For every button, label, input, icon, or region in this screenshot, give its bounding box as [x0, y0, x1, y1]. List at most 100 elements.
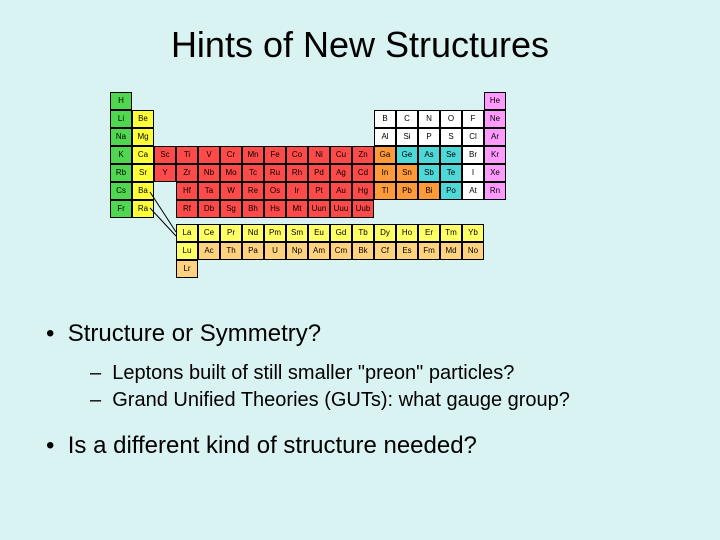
element-cell: Be	[132, 110, 154, 128]
element-cell: F	[462, 110, 484, 128]
element-cell: Ti	[176, 146, 198, 164]
element-cell: Ne	[484, 110, 506, 128]
element-cell: La	[176, 224, 198, 242]
element-cell: Ca	[132, 146, 154, 164]
element-cell: In	[374, 164, 396, 182]
element-cell: Rb	[110, 164, 132, 182]
element-cell: Ba	[132, 182, 154, 200]
element-cell: Ag	[330, 164, 352, 182]
element-cell: Es	[396, 242, 418, 260]
element-cell: Db	[198, 200, 220, 218]
element-cell: Ni	[308, 146, 330, 164]
element-cell: Br	[462, 146, 484, 164]
element-cell: Sr	[132, 164, 154, 182]
element-cell: Eu	[308, 224, 330, 242]
element-cell: Tl	[374, 182, 396, 200]
element-cell: Te	[440, 164, 462, 182]
element-cell: Zn	[352, 146, 374, 164]
element-cell: Rn	[484, 182, 506, 200]
element-cell: Sb	[418, 164, 440, 182]
element-cell: Sn	[396, 164, 418, 182]
element-cell: S	[440, 128, 462, 146]
element-cell: Uun	[308, 200, 330, 218]
element-cell: Kr	[484, 146, 506, 164]
element-cell: Mg	[132, 128, 154, 146]
element-cell: Au	[330, 182, 352, 200]
periodic-table: HHeLiBeBCNOFNeNaMgAlSiPSClArKCaScTiVCrMn…	[110, 92, 530, 278]
element-cell: Ta	[198, 182, 220, 200]
element-cell: B	[374, 110, 396, 128]
element-cell: Sc	[154, 146, 176, 164]
element-cell: Cf	[374, 242, 396, 260]
element-cell: Uuu	[330, 200, 352, 218]
element-cell: I	[462, 164, 484, 182]
element-cell: Rf	[176, 200, 198, 218]
element-cell: Ga	[374, 146, 396, 164]
element-cell: Pd	[308, 164, 330, 182]
bullet-2: • Is a different kind of structure neede…	[46, 432, 720, 460]
element-cell: K	[110, 146, 132, 164]
element-cell: Pb	[396, 182, 418, 200]
element-cell: Li	[110, 110, 132, 128]
element-cell: Tm	[440, 224, 462, 242]
element-cell: Pt	[308, 182, 330, 200]
element-cell: Yb	[462, 224, 484, 242]
element-cell: Uub	[352, 200, 374, 218]
element-cell: O	[440, 110, 462, 128]
element-cell: Dy	[374, 224, 396, 242]
element-cell: Ir	[286, 182, 308, 200]
element-cell: V	[198, 146, 220, 164]
bullet-list: • Structure or Symmetry? – Leptons built…	[46, 320, 720, 460]
element-cell: Xe	[484, 164, 506, 182]
element-cell: Np	[286, 242, 308, 260]
element-cell: Ce	[198, 224, 220, 242]
sub-bullet-2: – Grand Unified Theories (GUTs): what ga…	[90, 389, 720, 412]
element-cell: Si	[396, 128, 418, 146]
element-cell: N	[418, 110, 440, 128]
element-cell: Bi	[418, 182, 440, 200]
element-cell: Ho	[396, 224, 418, 242]
element-cell: Ar	[484, 128, 506, 146]
element-cell: Hs	[264, 200, 286, 218]
element-cell: Fr	[110, 200, 132, 218]
element-cell: Mn	[242, 146, 264, 164]
element-cell: Tc	[242, 164, 264, 182]
element-cell: Cu	[330, 146, 352, 164]
element-cell: U	[264, 242, 286, 260]
element-cell: Rh	[286, 164, 308, 182]
element-cell: Se	[440, 146, 462, 164]
element-cell: Th	[220, 242, 242, 260]
element-cell: Mt	[286, 200, 308, 218]
element-cell: As	[418, 146, 440, 164]
element-cell: P	[418, 128, 440, 146]
element-cell: H	[110, 92, 132, 110]
element-cell: Er	[418, 224, 440, 242]
sub-bullet-1-text: Leptons built of still smaller "preon" p…	[112, 362, 514, 384]
element-cell: Am	[308, 242, 330, 260]
element-cell: Cs	[110, 182, 132, 200]
element-cell: C	[396, 110, 418, 128]
element-cell: Ra	[132, 200, 154, 218]
element-cell: He	[484, 92, 506, 110]
bullet-1-text: Structure or Symmetry?	[68, 320, 321, 347]
slide-title: Hints of New Structures	[0, 0, 720, 66]
element-cell: Sm	[286, 224, 308, 242]
element-cell: Nb	[198, 164, 220, 182]
element-cell: Mo	[220, 164, 242, 182]
element-cell: Lu	[176, 242, 198, 260]
element-cell: No	[462, 242, 484, 260]
element-cell: Re	[242, 182, 264, 200]
element-cell: Cm	[330, 242, 352, 260]
element-cell: Fe	[264, 146, 286, 164]
element-cell: Gd	[330, 224, 352, 242]
element-cell: Cr	[220, 146, 242, 164]
element-cell: Al	[374, 128, 396, 146]
element-cell: Lr	[176, 260, 198, 278]
element-cell: Na	[110, 128, 132, 146]
element-cell: Fm	[418, 242, 440, 260]
sub-bullet-2-text: Grand Unified Theories (GUTs): what gaug…	[112, 389, 570, 411]
element-cell: Cd	[352, 164, 374, 182]
element-cell: Pr	[220, 224, 242, 242]
element-cell: Os	[264, 182, 286, 200]
element-cell: At	[462, 182, 484, 200]
